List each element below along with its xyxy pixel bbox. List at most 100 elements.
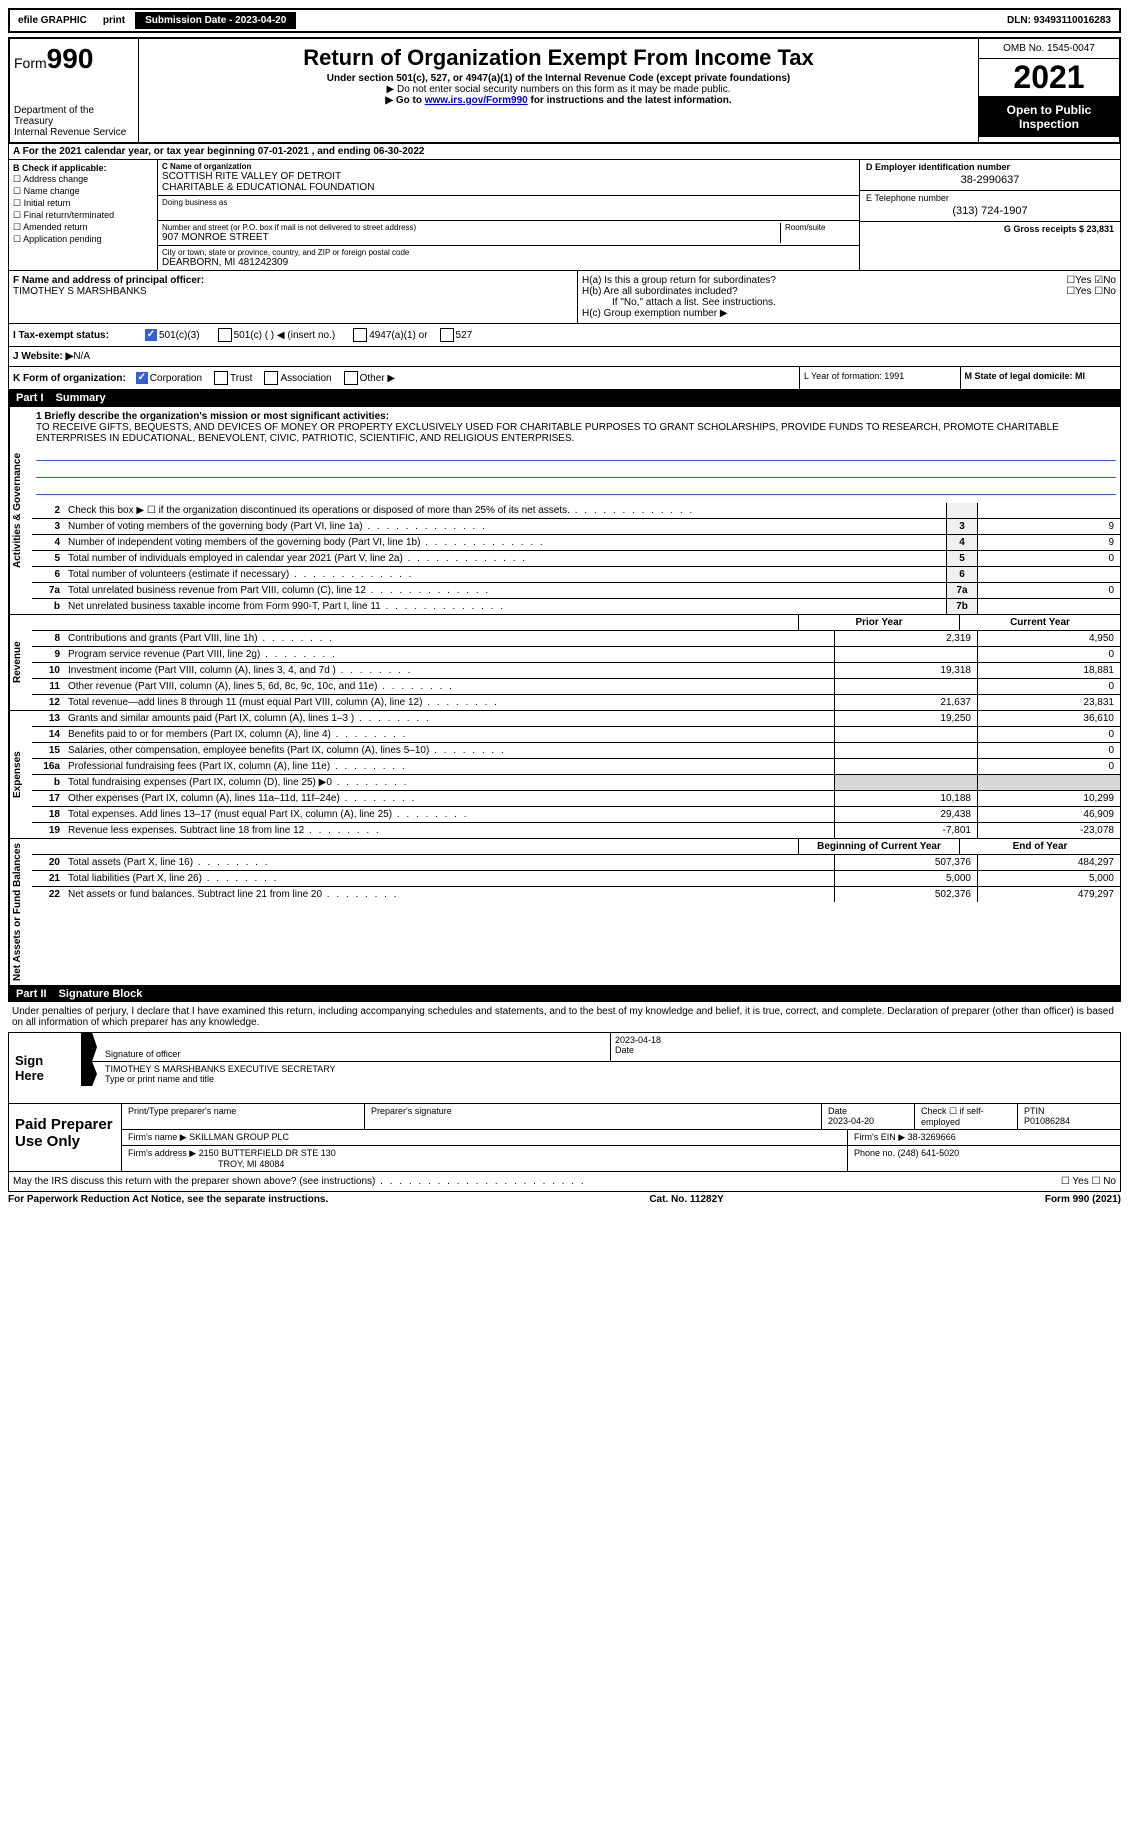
side-gov: Activities & Governance [9, 407, 32, 614]
check-assoc-icon[interactable] [264, 371, 278, 385]
mission-line [36, 448, 1116, 461]
row-num: 3 [32, 519, 64, 534]
mission-line [36, 465, 1116, 478]
row-desc: Net unrelated business taxable income fr… [64, 599, 946, 614]
check-final[interactable]: ☐ Final return/terminated [13, 210, 153, 221]
row-cy: 10,299 [977, 791, 1120, 806]
hdr-py: Prior Year [798, 615, 959, 630]
arrow-icon [81, 1033, 97, 1061]
check-corp-icon[interactable]: ✓ [136, 372, 148, 384]
row-num: 16a [32, 759, 64, 774]
tax-label: I Tax-exempt status: [13, 330, 143, 341]
addr-cell: Number and street (or P.O. box if mail i… [158, 221, 859, 246]
link-post: for instructions and the latest informat… [528, 95, 732, 106]
ein-label: Firm's EIN ▶ [854, 1132, 905, 1142]
phone-cell: E Telephone number (313) 724-1907 [860, 191, 1120, 222]
irs-label: Internal Revenue Service [14, 127, 134, 138]
row-num: 7a [32, 583, 64, 598]
part2-num: Part II [16, 988, 47, 1000]
row-num: 22 [32, 887, 64, 902]
part1-num: Part I [16, 392, 44, 404]
check-app[interactable]: ☐ Application pending [13, 234, 153, 245]
firm-phone-cell: Phone no. (248) 641-5020 [848, 1146, 1120, 1171]
row-cy: 0 [977, 759, 1120, 774]
check-initial[interactable]: ☐ Initial return [13, 198, 153, 209]
website-label: J Website: ▶ [13, 351, 73, 362]
signer-name: TIMOTHEY S MARSHBANKS EXECUTIVE SECRETAR… [105, 1064, 1116, 1074]
phone-label: Phone no. [854, 1148, 895, 1158]
row-py: 10,188 [834, 791, 977, 806]
discuss-q: May the IRS discuss this return with the… [13, 1176, 586, 1187]
row-val: 9 [977, 519, 1120, 534]
row-desc: Number of independent voting members of … [64, 535, 946, 550]
org-name1: SCOTTISH RITE VALLEY OF DETROIT [162, 171, 855, 182]
row-py: 5,000 [834, 871, 977, 886]
paid-row-3: Firm's address ▶ 2150 BUTTERFIELD DR STE… [122, 1146, 1120, 1171]
row-py [834, 759, 977, 774]
discuss-ans[interactable]: ☐ Yes ☐ No [1061, 1176, 1116, 1187]
ein-val: 38-2990637 [866, 172, 1114, 188]
check-501c3-icon[interactable]: ✓ [145, 329, 157, 341]
room-label: Room/suite [785, 223, 855, 232]
check-other-icon[interactable] [344, 371, 358, 385]
row-num: 17 [32, 791, 64, 806]
gov-body: 1 Briefly describe the organization's mi… [32, 407, 1120, 614]
opt-corp: Corporation [150, 373, 202, 384]
row-cy: 0 [977, 743, 1120, 758]
sign-block: Sign Here Signature of officer 2023-04-1… [8, 1032, 1121, 1104]
table-row: 7a Total unrelated business revenue from… [32, 583, 1120, 599]
row-cy: 36,610 [977, 711, 1120, 726]
ein-cell: D Employer identification number 38-2990… [860, 160, 1120, 191]
f-right: H(a) Is this a group return for subordin… [578, 271, 1120, 323]
print-link[interactable]: print [93, 15, 135, 26]
row-num: 8 [32, 631, 64, 646]
date-label: Date [615, 1045, 1116, 1055]
check-trust-icon[interactable] [214, 371, 228, 385]
phone-val: (313) 724-1907 [866, 203, 1114, 219]
dept-label: Department of the Treasury [14, 105, 134, 127]
row-desc: Grants and similar amounts paid (Part IX… [64, 711, 834, 726]
check-4947-icon[interactable] [353, 328, 367, 342]
form-title: Return of Organization Exempt From Incom… [143, 45, 974, 71]
e-label: E Telephone number [866, 193, 1114, 203]
self-emp[interactable]: Check ☐ if self-employed [915, 1104, 1018, 1129]
sign-here-label: Sign Here [9, 1033, 81, 1103]
paid-block: Paid Preparer Use Only Print/Type prepar… [8, 1104, 1121, 1172]
check-amended[interactable]: ☐ Amended return [13, 222, 153, 233]
ptin-val: P01086284 [1024, 1116, 1070, 1126]
check-501c-icon[interactable] [218, 328, 232, 342]
form-num: 990 [47, 43, 94, 74]
table-row: 21 Total liabilities (Part X, line 26) 5… [32, 871, 1120, 887]
firm-addr-cell: Firm's address ▶ 2150 BUTTERFIELD DR STE… [122, 1146, 848, 1171]
prep-date-label: Date [828, 1106, 847, 1116]
h1b-ans[interactable]: ☐Yes ☐No [1066, 286, 1116, 297]
table-row: 12 Total revenue—add lines 8 through 11 … [32, 695, 1120, 710]
check-527-icon[interactable] [440, 328, 454, 342]
gross-val: G Gross receipts $ 23,831 [1004, 224, 1114, 234]
ptin-label: PTIN [1024, 1106, 1045, 1116]
check-name[interactable]: ☐ Name change [13, 186, 153, 197]
row-py [834, 679, 977, 694]
hc-label: H(c) Group exemption number ▶ [582, 308, 1116, 319]
row-box: 4 [946, 535, 977, 550]
row-desc: Salaries, other compensation, employee b… [64, 743, 834, 758]
addr-label: Number and street (or P.O. box if mail i… [162, 223, 780, 232]
addr-val: 907 MONROE STREET [162, 232, 780, 243]
row-py: 502,376 [834, 887, 977, 902]
irs-link[interactable]: www.irs.gov/Form990 [425, 95, 528, 106]
h1a-ans[interactable]: ☐Yes ☑No [1066, 275, 1116, 286]
row-val: 0 [977, 583, 1120, 598]
section-b: B Check if applicable: ☐ Address change … [8, 160, 1121, 271]
row-num: 21 [32, 871, 64, 886]
row-val [977, 599, 1120, 614]
row-num: 4 [32, 535, 64, 550]
row-desc: Total unrelated business revenue from Pa… [64, 583, 946, 598]
sig-field[interactable]: Signature of officer [101, 1033, 611, 1061]
f-left: F Name and address of principal officer:… [9, 271, 578, 323]
check-addr[interactable]: ☐ Address change [13, 174, 153, 185]
row-cy: 0 [977, 679, 1120, 694]
website-row: J Website: ▶ N/A [8, 347, 1121, 367]
org-name-cell: C Name of organization SCOTTISH RITE VAL… [158, 160, 859, 196]
row-desc: Net assets or fund balances. Subtract li… [64, 887, 834, 902]
link-pre: ▶ Go to [385, 95, 424, 106]
